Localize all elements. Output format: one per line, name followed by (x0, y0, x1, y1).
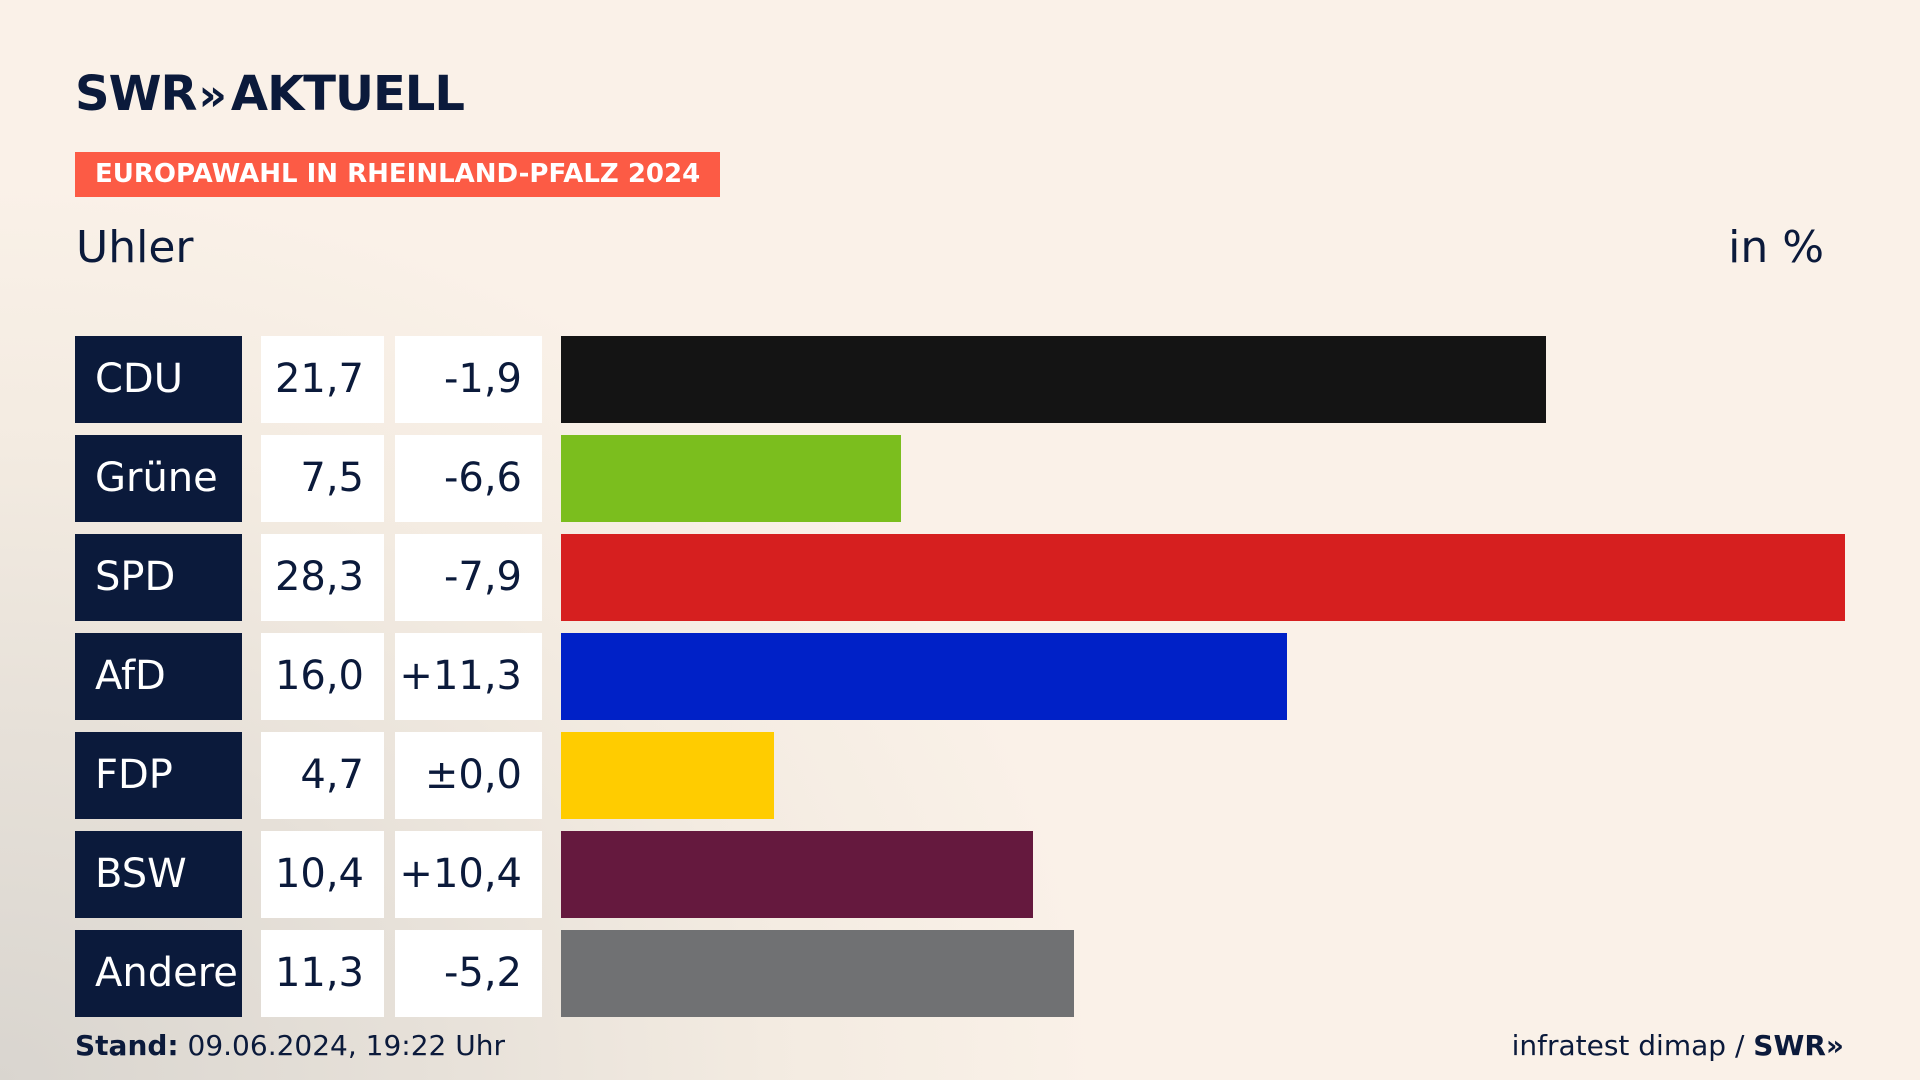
stand-timestamp: Stand: 09.06.2024, 19:22 Uhr (75, 1028, 505, 1064)
diff-label-cdu: -1,9 (395, 336, 542, 423)
bar-gr-ne (561, 435, 901, 522)
diff-label-andere: -5,2 (395, 930, 542, 1017)
party-label-afd: AfD (75, 633, 242, 720)
value-label-afd: 16,0 (261, 633, 384, 720)
value-label-cdu: 21,7 (261, 336, 384, 423)
region-title: Uhler (76, 222, 194, 273)
bar-fdp (561, 732, 774, 819)
bar-bsw (561, 831, 1033, 918)
diff-label-afd: +11,3 (395, 633, 542, 720)
party-label-fdp: FDP (75, 732, 242, 819)
party-label-cdu: CDU (75, 336, 242, 423)
source-separator: / (1734, 1029, 1745, 1062)
value-label-fdp: 4,7 (261, 732, 384, 819)
source-credit: infratest dimap / SWR» (1512, 1028, 1844, 1064)
stand-value: 09.06.2024, 19:22 Uhr (187, 1029, 505, 1062)
party-label-bsw: BSW (75, 831, 242, 918)
diff-label-fdp: ±0,0 (395, 732, 542, 819)
diff-label-spd: -7,9 (395, 534, 542, 621)
stand-label: Stand: (75, 1029, 179, 1062)
bar-afd (561, 633, 1287, 720)
brand-chevron-icon: » (198, 70, 227, 121)
diff-label-bsw: +10,4 (395, 831, 542, 918)
value-label-spd: 28,3 (261, 534, 384, 621)
bar-andere (561, 930, 1074, 1017)
party-label-gr-ne: Grüne (75, 435, 242, 522)
bar-cdu (561, 336, 1546, 423)
source-brand: SWR» (1753, 1029, 1844, 1062)
value-label-bsw: 10,4 (261, 831, 384, 918)
value-label-gr-ne: 7,5 (261, 435, 384, 522)
unit-label: in % (1728, 222, 1824, 273)
swr-aktuell-logo: SWR» AKTUELL (75, 66, 465, 124)
election-tag: EUROPAWAHL IN RHEINLAND-PFALZ 2024 (75, 152, 721, 197)
brand-product: AKTUELL (230, 66, 465, 122)
bar-spd (561, 534, 1845, 621)
party-label-spd: SPD (75, 534, 242, 621)
diff-label-gr-ne: -6,6 (395, 435, 542, 522)
brand-name: SWR (75, 66, 197, 122)
party-label-andere: Andere (75, 930, 242, 1017)
value-label-andere: 11,3 (261, 930, 384, 1017)
source-name: infratest dimap (1511, 1029, 1727, 1062)
